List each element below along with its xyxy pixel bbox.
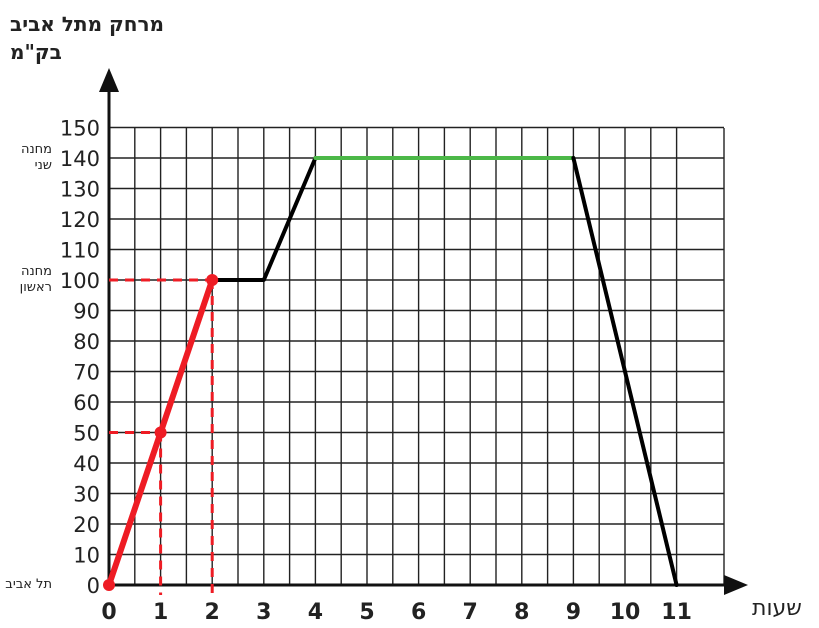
y-axis-title-line-1: מרחק מתל אביב	[10, 12, 164, 36]
data-point	[206, 274, 219, 286]
y-tick-label: 100	[60, 269, 100, 293]
y-tick-label: 130	[60, 178, 100, 202]
y-tick-label: 150	[60, 117, 100, 141]
y-tick-label: 120	[60, 208, 100, 232]
x-tick-label: 8	[514, 600, 529, 625]
station-label: מחנה שני	[21, 142, 52, 174]
y-tick-label: 30	[73, 483, 100, 507]
station-label-line: שני	[34, 158, 52, 173]
y-axis-arrow-icon	[99, 68, 119, 92]
guide-lines	[109, 278, 214, 595]
x-tick-label: 6	[411, 600, 426, 625]
data-point	[103, 579, 115, 591]
y-tick-label: 140	[60, 147, 100, 171]
series-line-3	[571, 156, 679, 587]
y-tick-label: 0	[87, 574, 100, 598]
x-tick-label: 2	[205, 600, 220, 625]
y-tick-label: 80	[73, 330, 100, 354]
data-point	[154, 426, 167, 439]
station-label-line: תל אביב	[5, 577, 52, 592]
station-label: מחנה ראשון	[20, 264, 52, 296]
y-tick-label: 40	[73, 452, 100, 476]
series-markers	[103, 274, 219, 591]
x-tick-label: 7	[463, 600, 478, 625]
station-label-line: מחנה	[20, 264, 52, 279]
x-axis-arrow-icon	[724, 575, 748, 595]
x-tick-label: 1	[153, 600, 168, 625]
x-tick-label: 11	[661, 600, 692, 625]
x-axis-title: שעות	[752, 596, 802, 621]
x-tick-label: 10	[610, 600, 641, 625]
x-tick-label: 0	[101, 600, 116, 625]
y-tick-label: 70	[73, 361, 100, 385]
y-tick-label: 20	[73, 513, 100, 537]
x-tick-label: 4	[308, 600, 323, 625]
y-axis-title-line-2: בק"מ	[10, 40, 62, 64]
x-tick-label: 9	[566, 600, 581, 625]
y-tick-label: 50	[73, 422, 100, 446]
station-label-line: מחנה	[20, 142, 52, 157]
y-tick-label: 90	[73, 300, 100, 324]
y-tick-label: 10	[73, 544, 100, 568]
y-tick-label: 110	[60, 239, 100, 263]
station-label-line: ראשון	[19, 280, 52, 295]
grid	[108, 126, 725, 586]
tick-labels: 0 10 20 30 40 50 60 70 80 90 100 110 120 130 140 150 0 1 2…	[60, 117, 692, 626]
x-tick-label: 5	[359, 600, 374, 625]
x-tick-label: 3	[256, 600, 271, 625]
y-tick-label: 60	[73, 391, 100, 415]
station-label: תל אביב	[5, 577, 52, 593]
series-line-1	[210, 156, 318, 282]
